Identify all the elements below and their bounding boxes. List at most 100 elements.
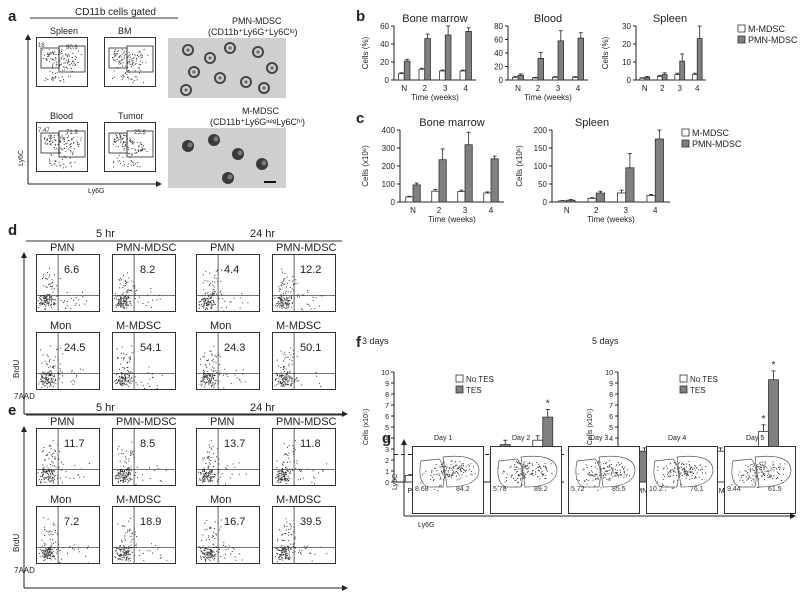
- bar: [654, 138, 664, 203]
- chart-title: Bone marrow: [402, 13, 467, 25]
- panel-g-flow-plot: [412, 446, 484, 514]
- bar: [696, 38, 703, 81]
- cell-nucleus: [218, 76, 222, 80]
- gate-ly6g: [58, 45, 86, 73]
- pmn-mdsc-micrograph-cells: [180, 42, 278, 96]
- panel-d-ylabel: BrdU: [12, 359, 21, 378]
- y-tick-label: 20: [494, 63, 503, 72]
- chart-title: Spleen: [575, 117, 609, 129]
- bar: [532, 77, 539, 81]
- panel-d-flow-plot-dots: [197, 333, 259, 389]
- bar: [403, 60, 411, 81]
- bar: [431, 190, 440, 203]
- bar: [412, 184, 421, 203]
- legend-swatch: [737, 35, 746, 44]
- cell-nucleus: [262, 86, 266, 90]
- panel-letter-c: c: [356, 110, 365, 127]
- y-tick-label: 20: [380, 58, 389, 67]
- panel-d-flow-plot: [272, 254, 336, 312]
- gate-left: [653, 458, 679, 488]
- panel-letter-f: f: [356, 334, 361, 351]
- panel-g-plot-title: Day 5: [746, 435, 765, 442]
- y-axis-label: Cells (x10⁶): [361, 145, 370, 187]
- bar: [465, 30, 472, 81]
- bar: [674, 74, 681, 81]
- cell-nucleus: [184, 88, 188, 92]
- y-tick-label: 60: [380, 22, 389, 31]
- bar: [558, 200, 568, 203]
- legend-label: PMN-MDSC: [748, 35, 798, 45]
- y-tick-label: 100: [382, 180, 396, 189]
- panel-e-flow-plot: [272, 428, 336, 486]
- panel-d-percent: 24.5: [64, 342, 86, 354]
- panel-e-percent: 7.2: [64, 516, 80, 528]
- panel-g-plot-title: Day 4: [668, 435, 687, 442]
- legend-label: No TES: [690, 375, 718, 384]
- panel-d-plot-title: M-MDSC: [276, 320, 322, 332]
- legend-label: PMN-MDSC: [692, 139, 742, 149]
- x-tick-label: 4: [464, 84, 469, 93]
- panel-a-plot-title: BM: [118, 26, 132, 36]
- y-tick-label: 8: [609, 392, 613, 399]
- panel-g-flow-plot: [568, 446, 640, 514]
- gate-value-left: 5.78: [493, 486, 507, 493]
- cell-nucleus: [208, 56, 212, 60]
- panel-letter-a: a: [8, 8, 17, 25]
- gate-value-right: 76.1: [690, 486, 704, 493]
- y-tick-label: 20: [622, 40, 631, 49]
- panel-g-ylabel: Ly6C: [392, 473, 399, 490]
- panel-a-flow-plot: [104, 37, 156, 87]
- gate-value: 7.47: [38, 128, 50, 134]
- chart-title: Bone marrow: [419, 117, 484, 129]
- bar: [464, 144, 473, 203]
- bar: [691, 74, 698, 81]
- y-tick-label: 80: [494, 22, 503, 31]
- cell-nucleus: [213, 136, 219, 142]
- panel-d-flow-plot: [112, 254, 176, 312]
- x-tick-label: 2: [660, 84, 665, 93]
- panel-g-flow-plot-dots: [653, 455, 714, 491]
- chart-c_spleen: 0 50 100 150 200 N 2 3 4 Spleen Time (weeks) Cells …: [515, 117, 742, 224]
- panel-g-flow-plot-dots: [497, 455, 558, 488]
- x-tick-label: 2: [423, 84, 428, 93]
- x-tick-label: N: [642, 84, 648, 93]
- panel-d-flow-plot: [36, 332, 100, 390]
- y-tick-label: 200: [382, 162, 396, 171]
- y-tick-label: 9: [609, 381, 613, 388]
- panel-d-flow-plot: [112, 332, 176, 390]
- y-axis-label: Cells (%): [601, 36, 610, 69]
- m-mdsc-micrograph-cells: [182, 134, 276, 184]
- y-tick-label: 4: [609, 436, 613, 443]
- panel-e-flow-plot-dots: [37, 429, 99, 485]
- legend-swatch: [681, 128, 690, 137]
- legend-swatch: [455, 385, 464, 394]
- x-tick-label: 4: [695, 84, 700, 93]
- panel-a-flow-plot: [36, 37, 88, 87]
- panel-e-percent: 8.5: [140, 438, 156, 450]
- y-tick-label: 0: [627, 76, 632, 85]
- panel-e-rule-5hr: [26, 414, 202, 416]
- bar: [444, 34, 452, 81]
- panel-e-rule-24hr: [196, 414, 342, 416]
- panel-a-flow-plot: [36, 122, 88, 172]
- bar: [405, 196, 414, 203]
- y-tick-label: 0: [543, 198, 548, 207]
- bar: [552, 76, 559, 81]
- gate-value: 25.6: [134, 130, 146, 136]
- panel-g-flow-plot-dots: [731, 455, 792, 488]
- panel-e-flow-plot: [196, 428, 260, 486]
- cell-nucleus: [192, 70, 196, 74]
- bar: [483, 192, 492, 203]
- gate-value: 71.9: [66, 130, 78, 136]
- panel-d-flow-plot: [196, 254, 260, 312]
- panel-e-ylabel: BrdU: [12, 533, 21, 552]
- bar: [646, 195, 656, 203]
- chart-b_bone_marrow: 0 20 40 60 N 2 3 4 Bone marrow Time (weeks) Cells …: [361, 13, 476, 102]
- y-tick-label: 30: [622, 22, 631, 31]
- panel-e-group-5hr: 5 hr: [96, 402, 115, 414]
- gate-ly6g: [126, 130, 154, 158]
- panel-d-percent: 8.2: [140, 264, 156, 276]
- chart-title: 5 days: [592, 336, 619, 346]
- panel-d-percent: 50.1: [300, 342, 322, 354]
- panel-d-flow-plot-dots: [273, 333, 335, 389]
